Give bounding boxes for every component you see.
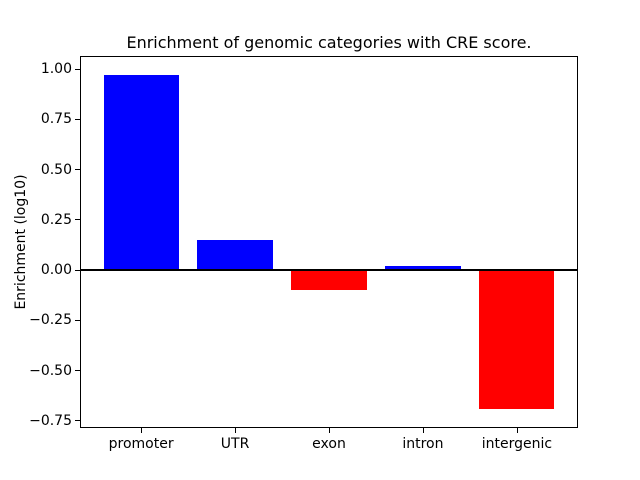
y-tick-mark: [75, 370, 80, 372]
y-axis-label: Enrichment (log10): [13, 174, 29, 310]
zero-line: [81, 269, 577, 272]
y-tick-mark: [75, 269, 80, 271]
x-tick-mark: [329, 428, 330, 433]
plot-area: [80, 56, 578, 428]
y-tick-mark: [75, 118, 80, 120]
y-tick-label: −0.25: [29, 312, 72, 329]
y-tick-label: −0.50: [29, 362, 72, 379]
y-tick-label: 1.00: [40, 61, 72, 78]
x-tick-label-UTR: UTR: [220, 436, 250, 452]
bar-exon: [291, 270, 367, 291]
x-tick-label-promoter: promoter: [108, 436, 174, 452]
x-tick-label-intergenic: intergenic: [481, 436, 553, 452]
x-tick-label-exon: exon: [312, 436, 346, 452]
x-tick-label-intron: intron: [402, 436, 444, 452]
y-tick-label: 0.00: [40, 262, 72, 279]
bar-UTR: [197, 239, 273, 271]
y-tick-mark: [75, 219, 80, 221]
x-tick-mark: [422, 428, 424, 433]
x-tick-mark: [141, 428, 143, 433]
y-tick-mark: [75, 319, 80, 321]
x-tick-mark: [516, 428, 518, 433]
bar-intron: [385, 266, 461, 271]
x-tick-mark: [235, 428, 237, 433]
y-tick-mark: [75, 420, 80, 422]
y-tick-label: 0.25: [40, 211, 72, 228]
y-tick-mark: [75, 68, 80, 70]
bar-promoter: [103, 75, 179, 271]
bar-intergenic: [479, 270, 555, 409]
chart-title: Enrichment of genomic categories with CR…: [126, 33, 532, 52]
y-tick-label: −0.75: [29, 412, 72, 429]
y-tick-label: 0.75: [40, 111, 72, 128]
y-tick-mark: [75, 169, 80, 171]
y-tick-label: 0.50: [40, 161, 72, 178]
